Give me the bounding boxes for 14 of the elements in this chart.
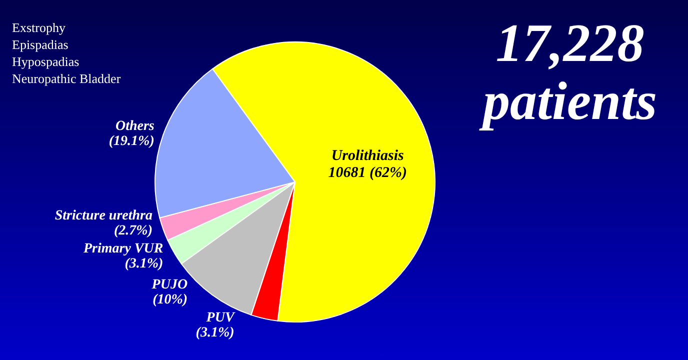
data-label: (10%) — [152, 292, 188, 308]
text: 17,228 patients — [478, 13, 658, 131]
slice-label: Urolithiasis — [331, 148, 404, 164]
slice-label: Stricture urethra — [54, 208, 152, 224]
slice-label: Primary VUR — [83, 241, 164, 256]
data-label: (2.7%) — [114, 223, 152, 238]
text: Exstrophy Epispadias Hypospadias Neuropathic Bladder — [12, 20, 122, 86]
slice-label: Others — [115, 119, 155, 134]
slice-label: PUV — [206, 310, 236, 326]
slice-label: PUJO — [152, 277, 188, 292]
data-label: (3.1%) — [124, 256, 164, 272]
data-label: 10681 (62%) — [328, 165, 407, 182]
data-label: (3.1%) — [196, 325, 234, 340]
data-label: (19.1%) — [108, 134, 154, 150]
